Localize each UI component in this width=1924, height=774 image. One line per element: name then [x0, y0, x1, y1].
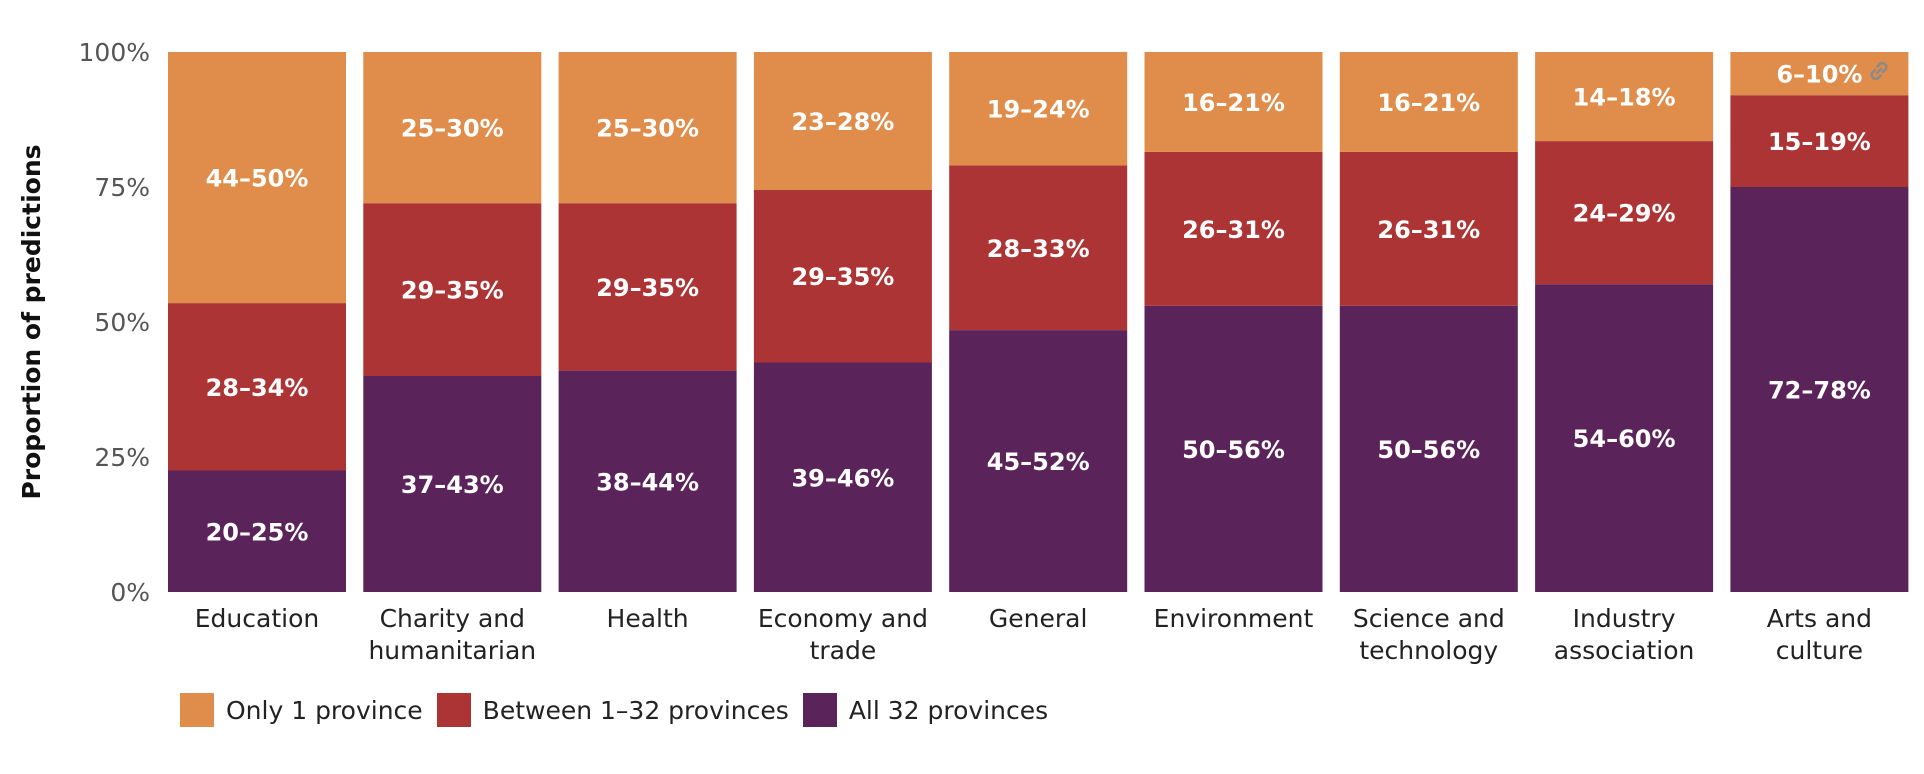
y-tick-label: 50% [94, 308, 150, 337]
bar-segment [949, 52, 1128, 166]
segment-value-label: 24–29% [1573, 200, 1676, 228]
y-tick-label: 0% [110, 578, 150, 607]
bar-segment [1144, 305, 1323, 592]
x-category-label: technology [1359, 636, 1498, 665]
legend-label: Only 1 province [226, 695, 423, 725]
bar-segment [1339, 52, 1518, 152]
segment-value-label: 16–21% [1377, 89, 1480, 117]
bars-group [168, 52, 1909, 592]
segment-value-label: 38–44% [596, 468, 699, 496]
segment-value-label: 54–60% [1573, 425, 1676, 453]
bar-segment [1730, 95, 1909, 187]
y-axis-ticks: 0% 25% 50% 75% 100% [79, 38, 150, 607]
bar-segment [363, 52, 542, 204]
segment-value-label: 29–35% [596, 274, 699, 302]
segment-value-label: 44–50% [206, 165, 309, 193]
x-category-label: culture [1776, 636, 1863, 665]
y-tick-label: 100% [79, 38, 150, 67]
legend-swatch [436, 693, 471, 727]
bar-segment [753, 189, 932, 363]
x-category-label: General [989, 604, 1088, 633]
x-category-label: Arts and [1767, 604, 1872, 633]
bar-segment [1144, 52, 1323, 152]
bar-segment [363, 376, 542, 592]
segment-value-label: 28–33% [987, 235, 1090, 263]
bar-segment [753, 362, 932, 592]
bar-segment [949, 165, 1128, 331]
segment-value-label: 28–34% [206, 374, 309, 402]
bar-segment [1535, 141, 1714, 285]
segment-labels-group: 20–25% 28–34% 44–50% 37–43% 29–35% 25–30% 38–4… [206, 61, 1871, 547]
segment-value-label: 50–56% [1377, 436, 1480, 464]
y-tick-label: 75% [94, 173, 150, 202]
x-category-label: humanitarian [368, 636, 536, 665]
x-category-label: Health [607, 604, 689, 633]
legend-item: All 32 provinces [802, 693, 1049, 727]
x-category-label: association [1554, 636, 1695, 665]
x-category-label: Science and [1353, 604, 1505, 633]
legend-swatch [180, 693, 214, 727]
x-category-label: trade [810, 636, 877, 665]
bar-segment [1730, 52, 1909, 96]
segment-value-label: 37–43% [401, 471, 504, 499]
bar-segment [753, 52, 932, 190]
bar-segment [558, 370, 737, 592]
legend-label: Between 1–32 provinces [482, 695, 789, 725]
legend-label: All 32 provinces [848, 695, 1049, 725]
bar-segment [168, 52, 346, 304]
x-category-label: Industry [1573, 604, 1676, 633]
segment-value-label: 6–10% [1776, 61, 1862, 89]
segment-value-label: 72–78% [1768, 377, 1871, 405]
x-category-label: Economy and [758, 604, 928, 633]
bar-segment [1730, 187, 1909, 592]
x-category-label: Education [195, 604, 319, 633]
y-axis-title: Proportion of predictions [17, 144, 46, 499]
bar-segment [168, 470, 346, 592]
x-category-label: Environment [1154, 604, 1314, 633]
segment-value-label: 29–35% [791, 263, 894, 291]
segment-value-label: 25–30% [401, 115, 504, 143]
segment-value-label: 23–28% [791, 108, 894, 136]
bar-segment [1535, 284, 1714, 592]
segment-value-label: 14–18% [1573, 84, 1676, 112]
segment-value-label: 25–30% [596, 115, 699, 143]
legend-item: Only 1 province [180, 693, 423, 727]
segment-value-label: 26–31% [1182, 216, 1285, 244]
bar-segment [1339, 151, 1518, 306]
legend-swatch [802, 693, 837, 727]
bar-segment [1535, 52, 1714, 142]
bar-segment [168, 303, 346, 471]
segment-value-label: 26–31% [1377, 216, 1480, 244]
segment-value-label: 15–19% [1768, 128, 1871, 156]
legend-item: Between 1–32 provinces [436, 693, 789, 727]
segment-value-label: 45–52% [987, 448, 1090, 476]
segment-value-label: 19–24% [987, 96, 1090, 124]
category-labels-group: Education Charity and humanitarian Health Ec… [195, 604, 1872, 665]
bar-segment [558, 52, 737, 204]
legend: Only 1 province Between 1–32 provinces All… [180, 693, 1048, 727]
bar-segment [1144, 151, 1323, 306]
segment-value-label: 20–25% [206, 518, 309, 546]
y-tick-label: 25% [94, 443, 150, 472]
segment-value-label: 39–46% [791, 464, 894, 492]
segment-value-label: 16–21% [1182, 89, 1285, 117]
bar-segment [1339, 305, 1518, 592]
link-icon[interactable] [1866, 58, 1892, 84]
segment-value-label: 29–35% [401, 277, 504, 305]
x-category-label: Charity and [380, 604, 525, 633]
segment-value-label: 50–56% [1182, 436, 1285, 464]
bar-segment [363, 203, 542, 376]
y-axis-label-group: Proportion of predictions [17, 144, 46, 499]
bar-segment [558, 203, 737, 371]
bar-segment [949, 330, 1128, 592]
